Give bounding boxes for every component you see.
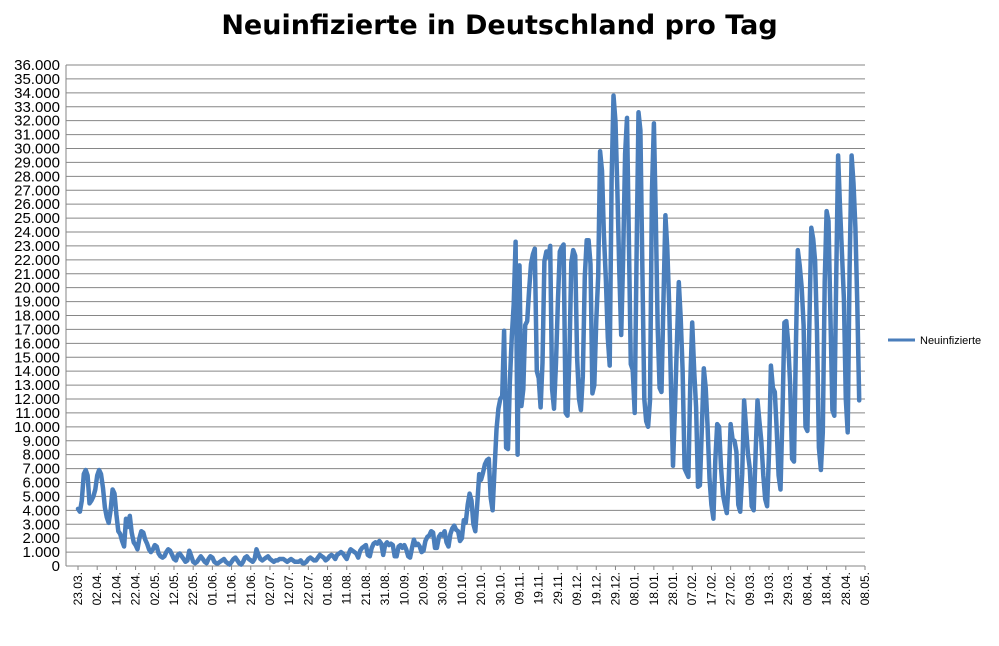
x-tick-label: 18.01. (647, 572, 661, 605)
x-tick-label: 20.09. (417, 572, 431, 605)
x-tick-label: 31.08. (378, 572, 392, 605)
y-tick-label: 33.000 (14, 99, 60, 116)
x-tick-label: 07.02. (685, 572, 699, 605)
x-tick-label: 22.07. (301, 572, 315, 605)
gridlines (66, 64, 865, 567)
x-tick-label: 02.05. (148, 572, 162, 605)
x-tick-label: 02.04. (90, 572, 104, 605)
x-tick-label: 12.07. (282, 572, 296, 605)
x-tick-label: 19.03. (762, 572, 776, 605)
series-layer (75, 93, 862, 567)
y-tick-label: 13.000 (14, 377, 60, 394)
x-tick-label: 29.11. (551, 572, 565, 604)
y-tick-label: 17.000 (14, 321, 60, 338)
y-tick-label: 20.000 (14, 280, 60, 297)
y-tick-label: 6.000 (22, 475, 60, 492)
x-tick-label: 30.10. (493, 572, 507, 605)
y-tick-label: 19.000 (14, 294, 60, 311)
y-tick-label: 7.000 (22, 461, 60, 478)
x-tick-label: 19.11. (532, 572, 546, 604)
y-tick-label: 32.000 (14, 113, 60, 130)
x-tick-label: 12.04. (109, 572, 123, 605)
x-tick-label: 19.12. (589, 572, 603, 605)
x-tick-label: 12.05. (167, 572, 181, 605)
x-tick-label: 28.04. (839, 572, 853, 605)
axes (65, 65, 866, 570)
y-tick-label: 23.000 (14, 238, 60, 255)
y-tick-label: 16.000 (14, 335, 60, 352)
x-tick-label: 18.04. (820, 572, 834, 605)
x-tick-label: 09.11. (512, 572, 526, 604)
y-tick-label: 8.000 (22, 447, 60, 464)
legend: Neuinfizierte (888, 335, 981, 347)
x-tick-label: 01.06. (205, 572, 219, 605)
y-tick-label: 0 (52, 558, 60, 575)
x-tick-label: 22.05. (186, 572, 200, 605)
y-tick-label: 26.000 (14, 196, 60, 213)
x-tick-label: 02.07. (263, 572, 277, 605)
y-tick-label: 29.000 (14, 154, 60, 171)
x-tick-label: 09.03. (743, 572, 757, 605)
x-tick-label: 20.10. (474, 572, 488, 605)
y-tick-label: 4.000 (22, 502, 60, 519)
x-tick-label: 21.06. (244, 572, 258, 605)
x-tick-label: 01.08. (321, 572, 335, 605)
x-tick-label: 11.06. (225, 572, 239, 604)
x-tick-label: 29.03. (781, 572, 795, 605)
x-tick-label: 28.01. (666, 572, 680, 605)
y-tick-label: 11.000 (15, 405, 60, 422)
series-line-neuinfizierte (75, 93, 862, 567)
x-tick-label: 11.08. (340, 572, 354, 604)
y-tick-label: 5.000 (22, 488, 60, 505)
y-tick-label: 9.000 (22, 433, 60, 450)
y-tick-label: 24.000 (14, 224, 60, 241)
x-tick-label: 21.08. (359, 572, 373, 605)
x-tick-label: 08.01. (628, 572, 642, 605)
x-tick-label: 09.12. (570, 572, 584, 605)
y-tick-label: 34.000 (14, 85, 60, 102)
y-tick-label: 12.000 (14, 391, 60, 408)
x-axis-tick-labels: 23.03. 02.04. 12.04. 22.04. 02.05. 12.05. 22.0… (71, 572, 872, 605)
y-tick-label: 35.000 (14, 71, 60, 88)
x-tick-label: 10.10. (455, 572, 469, 605)
chart-title: Neuinfizierte in Deutschland pro Tag (221, 10, 778, 41)
y-axis-tick-labels: 01.0002.0003.0004.0005.0006.0007.0008.00… (14, 57, 60, 575)
y-tick-label: 22.000 (14, 252, 60, 269)
x-tick-label: 30.09. (436, 572, 450, 605)
x-tick-label: 08.04. (800, 572, 814, 605)
y-tick-label: 2.000 (22, 530, 60, 547)
x-tick-label: 23.03. (71, 572, 85, 605)
y-tick-label: 18.000 (14, 308, 60, 325)
y-tick-label: 25.000 (14, 210, 60, 227)
y-tick-label: 15.000 (14, 349, 60, 366)
y-tick-label: 36.000 (14, 57, 60, 74)
x-tick-label: 29.12. (608, 572, 622, 605)
x-tick-label: 27.02. (724, 572, 738, 605)
y-tick-label: 28.000 (14, 168, 60, 185)
x-tick-label: 08.05. (858, 572, 872, 605)
y-tick-label: 21.000 (14, 266, 60, 283)
y-tick-label: 10.000 (14, 419, 60, 436)
y-tick-label: 30.000 (14, 141, 60, 158)
x-tick-label: 22.04. (129, 572, 143, 605)
x-tick-label: 17.02. (704, 572, 718, 605)
y-tick-label: 3.000 (22, 516, 60, 533)
x-tick-label: 10.09. (397, 572, 411, 605)
y-tick-label: 27.000 (14, 182, 60, 199)
y-tick-label: 1.000 (22, 544, 60, 561)
y-tick-label: 14.000 (14, 363, 60, 380)
legend-label: Neuinfizierte (920, 335, 981, 347)
y-tick-label: 31.000 (14, 127, 60, 144)
